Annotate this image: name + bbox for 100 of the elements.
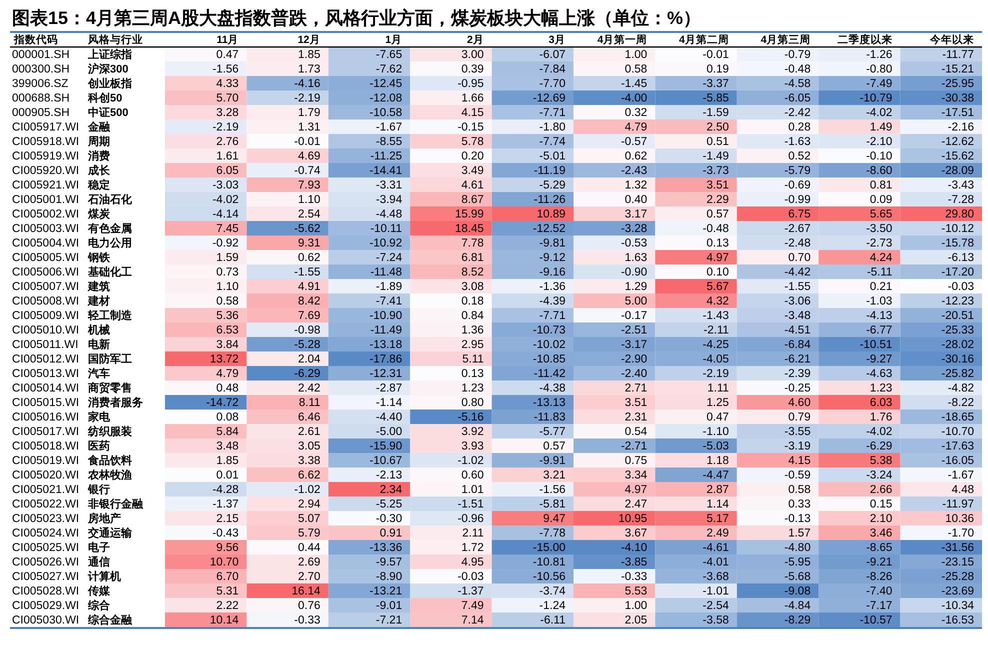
data-label: -3.55	[784, 426, 811, 438]
y2-tick-label: CI005011.WI	[12, 339, 78, 351]
data-label: -5.77	[539, 426, 566, 438]
data-label: 1.18	[706, 455, 729, 467]
data-label: 2.70	[298, 571, 320, 583]
data-label: 1.59	[216, 252, 239, 264]
data-label: -10.51	[860, 339, 892, 351]
data-label: -3.74	[539, 586, 566, 598]
data-label: 3.21	[543, 470, 566, 482]
y-tick-label: 稳定	[87, 178, 110, 192]
data-label: -14.41	[369, 165, 402, 177]
data-label: -12.23	[941, 296, 974, 308]
data-label: 29.80	[945, 208, 974, 220]
data-label: -8.60	[866, 165, 892, 177]
data-label: 16.14	[292, 586, 321, 598]
y2-tick-label: CI005005.WI	[12, 252, 80, 264]
data-label: 1.31	[298, 122, 320, 134]
data-label: 3.38	[298, 455, 320, 467]
data-label: -0.01	[294, 136, 320, 148]
data-label: -4.02	[866, 426, 892, 438]
data-label: 1.79	[298, 107, 320, 119]
data-label: 0.81	[870, 180, 892, 192]
data-label: -2.42	[784, 107, 811, 119]
y-tick-label: 中证500	[88, 106, 128, 119]
data-label: 4.15	[788, 455, 811, 467]
data-label: -17.86	[369, 354, 402, 366]
data-label: -1.24	[539, 600, 566, 612]
data-label: -1.55	[294, 266, 320, 278]
y-axis-title: 风格与行业	[87, 33, 143, 46]
data-label: 1.85	[216, 455, 239, 467]
y-tick-label: 纺织服装	[87, 425, 132, 438]
data-label: -9.21	[866, 556, 892, 568]
data-label: -12.52	[532, 223, 566, 235]
y-tick-label: 创业板指	[87, 77, 132, 90]
y2-tick-label: CI005022.WI	[12, 498, 80, 510]
data-label: 0.57	[706, 208, 729, 220]
data-label: -1.67	[948, 470, 974, 482]
y-tick-label: 成长	[87, 164, 111, 177]
data-label: -10.79	[860, 92, 892, 104]
x-tick-label: 11月	[216, 34, 239, 46]
data-label: -15.78	[941, 238, 974, 250]
data-label: -5.95	[784, 556, 811, 568]
y2-tick-label: CI005028.WI	[12, 586, 80, 598]
data-label: 4.60	[788, 397, 811, 409]
data-label: 5.67	[706, 281, 729, 293]
data-label: -15.00	[532, 542, 566, 554]
y2-tick-label: CI005013.WI	[12, 368, 80, 380]
y-tick-label: 综合	[87, 599, 111, 612]
data-label: -11.25	[370, 150, 402, 162]
data-label: -11.77	[942, 49, 974, 61]
y-tick-label: 计算机	[87, 570, 121, 583]
y-tick-label: 电新	[88, 338, 110, 351]
data-label: -2.48	[784, 238, 811, 250]
data-label: -4.82	[948, 382, 974, 394]
data-label: 3.84	[216, 339, 240, 351]
data-label: -8.29	[784, 614, 811, 626]
data-label: -3.28	[620, 223, 648, 235]
data-label: 0.58	[624, 64, 648, 76]
data-label: -1.49	[702, 150, 729, 162]
data-label: 3.08	[461, 281, 484, 293]
data-label: 0.32	[624, 107, 648, 119]
y-tick-label: 交通运输	[87, 526, 133, 540]
data-label: -7.28	[948, 194, 974, 206]
data-label: -1.45	[620, 78, 648, 90]
data-label: -1.02	[458, 455, 484, 467]
data-label: 0.73	[216, 266, 239, 278]
data-label: -2.51	[620, 324, 648, 336]
data-label: 0.09	[870, 194, 892, 206]
data-label: 1.66	[461, 92, 484, 104]
data-label: -0.79	[784, 49, 811, 61]
data-label: 0.21	[870, 281, 892, 293]
data-label: -7.41	[376, 296, 402, 308]
data-label: -12.69	[532, 92, 566, 104]
data-label: 0.60	[461, 470, 484, 482]
data-label: 2.05	[624, 614, 648, 626]
data-label: -10.12	[941, 223, 974, 235]
data-label: 7.93	[298, 180, 320, 192]
data-label: -8.65	[866, 542, 892, 554]
data-label: 1.10	[216, 281, 239, 293]
data-label: 0.75	[624, 455, 648, 467]
x-tick-label: 12月	[298, 34, 320, 46]
data-label: 2.50	[706, 122, 729, 134]
data-label: -1.89	[376, 281, 402, 293]
data-label: -4.28	[212, 484, 239, 496]
data-label: 4.24	[870, 252, 893, 264]
data-label: 0.62	[298, 252, 320, 264]
data-label: 1.61	[216, 150, 239, 162]
y-tick-label: 金融	[87, 120, 111, 134]
data-label: -5.25	[376, 498, 402, 510]
data-label: 1.01	[461, 484, 484, 496]
data-label: -5.85	[702, 92, 729, 104]
data-label: 2.76	[216, 136, 239, 148]
data-label: 1.00	[624, 600, 648, 612]
data-label: -1.37	[212, 498, 239, 510]
data-label: 0.70	[788, 252, 811, 264]
y2-tick-label: CI005023.WI	[12, 513, 80, 525]
data-label: -1.70	[948, 528, 974, 540]
data-label: 4.95	[461, 556, 484, 568]
data-label: -12.45	[369, 78, 402, 90]
data-label: 6.46	[298, 412, 320, 424]
